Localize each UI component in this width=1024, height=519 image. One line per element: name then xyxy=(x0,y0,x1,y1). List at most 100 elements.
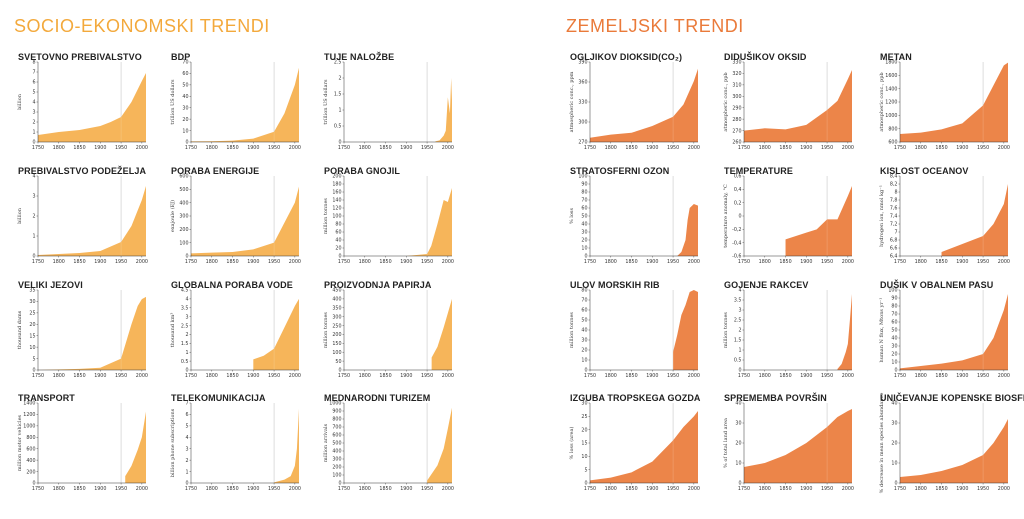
x-tick-label: 1950 xyxy=(821,486,833,492)
chart-panel-papir: PROIZVODNJA PAPIRJA 0 50 100 150 200 250 300 350… xyxy=(320,280,470,380)
area-series xyxy=(590,411,698,483)
y-tick-label: 60 xyxy=(891,320,897,326)
y-tick-label: 100 xyxy=(332,214,341,220)
y-tick-label: 80 xyxy=(891,304,897,310)
chart-panel-energija: PORABA ENERGIJE 0 100 200 300 400 500 600 1750 18… xyxy=(167,166,317,266)
y-axis-label: atmospheric conc., ppb xyxy=(723,72,729,131)
y-tick-label: 200 xyxy=(332,174,341,180)
chart-svg: 0 100 200 300 400 500 600 1750 1800 1850 1900 1950 2… xyxy=(169,174,301,265)
y-tick-label: 0 xyxy=(185,481,188,487)
y-tick-label: 900 xyxy=(332,409,341,415)
x-tick-label: 2000 xyxy=(842,259,854,265)
y-axis-label: % decrease in mean species abundance xyxy=(879,393,885,494)
chart-svg: 600 800 1000 1200 1400 1600 1800 1750 1800 1850 19… xyxy=(879,60,1010,151)
x-tick-label: 1850 xyxy=(935,486,947,492)
y-tick-label: 1.5 xyxy=(734,338,742,344)
y-tick-label: 1000 xyxy=(329,401,341,407)
y-tick-label: 3 xyxy=(738,308,741,314)
y-tick-label: 600 xyxy=(888,140,897,146)
y-tick-label: 60 xyxy=(182,71,188,77)
x-tick-label: 1750 xyxy=(894,259,906,265)
y-tick-label: 1.5 xyxy=(181,341,189,347)
y-tick-label: 3 xyxy=(185,446,188,452)
y-tick-label: 2 xyxy=(32,120,35,126)
chart-svg: 0 10 20 30 40 50 60 70 80 90 100 1750 1800 1850 1900 19… xyxy=(569,174,700,265)
y-tick-label: 30 xyxy=(581,338,587,344)
chart-title: SPREMEMBA POVRŠIN xyxy=(724,393,827,403)
x-tick-label: 1750 xyxy=(32,373,44,379)
x-tick-label: 1800 xyxy=(359,259,371,265)
area-series xyxy=(274,408,299,483)
y-tick-label: 20 xyxy=(182,117,188,123)
x-tick-label: 2000 xyxy=(842,373,854,379)
area-series xyxy=(253,298,299,370)
y-tick-label: 3.5 xyxy=(181,305,189,311)
chart-title: VELIKI JEZOVI xyxy=(18,280,83,290)
area-series xyxy=(744,70,852,142)
chart-panel-kislost: KISLOST OCEANOV 6,4 6,6 6,8 7 7,2 7,4 7,6 7,8 8 8,… xyxy=(876,166,1024,266)
x-tick-label: 1900 xyxy=(800,259,812,265)
y-axis-label: hydrogen ion, nmol kg⁻¹ xyxy=(879,185,885,247)
x-tick-label: 1900 xyxy=(400,373,412,379)
y-tick-label: 2 xyxy=(738,328,741,334)
x-tick-label: 1950 xyxy=(977,259,989,265)
y-tick-label: 90 xyxy=(891,296,897,302)
y-axis-label: million tonnes xyxy=(569,312,575,348)
x-tick-label: 1900 xyxy=(400,259,412,265)
x-tick-label: 2000 xyxy=(998,373,1010,379)
x-tick-label: 1850 xyxy=(935,145,947,151)
chart-svg: 0 200 400 600 800 1000 1200 1400 1750 1800 1850 190… xyxy=(17,401,148,492)
area-series xyxy=(435,78,452,142)
y-tick-label: 500 xyxy=(332,441,341,447)
y-tick-label: 20 xyxy=(29,322,35,328)
y-tick-label: 7 xyxy=(32,70,35,76)
x-tick-label: 1850 xyxy=(379,373,391,379)
y-tick-label: 5 xyxy=(584,467,587,473)
area-series xyxy=(590,68,698,142)
y-tick-label: 60 xyxy=(581,308,587,314)
y-tick-label: 15 xyxy=(29,333,35,339)
chart-panel-biosfera: UNIČEVANJE KOPENSKE BIOSFERE 0 10 20 30 40 175… xyxy=(876,393,1024,494)
y-tick-label: 2 xyxy=(185,458,188,464)
chart-svg: 0 10 20 30 40 50 60 70 80 1750 1800 1850 1900 1950 200… xyxy=(569,288,700,379)
y-tick-label: 10 xyxy=(891,360,897,366)
y-tick-label: 20 xyxy=(581,427,587,433)
x-tick-label: 1750 xyxy=(894,486,906,492)
chart-svg: 0 0.5 1 1.5 2 2.5 3 3.5 4 1750 1800 1850 1900 1950 200… xyxy=(723,288,854,379)
y-tick-label: 30 xyxy=(735,421,741,427)
x-tick-label: 2000 xyxy=(136,486,148,492)
y-tick-label: 10 xyxy=(581,246,587,252)
y-tick-label: 8 xyxy=(894,190,897,196)
y-tick-label: 0 xyxy=(32,368,35,374)
y-tick-label: 30 xyxy=(182,105,188,111)
x-tick-label: 1950 xyxy=(421,373,433,379)
y-tick-label: 300 xyxy=(578,120,587,126)
chart-title: OGLJIKOV DIOKSID(CO₂) xyxy=(570,52,683,62)
chart-svg: 0 10 20 30 40 50 60 70 1750 1800 1850 1900 1950 2000 t… xyxy=(170,60,301,151)
x-tick-label: 1750 xyxy=(338,373,350,379)
chart-panel-nalozbe: TUJE NALOŽBE 0 0.5 1 1.5 2 2.5 1750 1800 1850 1900… xyxy=(320,52,470,152)
y-tick-label: 2.5 xyxy=(734,318,742,324)
chart-panel-metan: METAN 600 800 1000 1200 1400 1600 1800 1750 1800 1… xyxy=(876,52,1024,152)
x-tick-label: 1750 xyxy=(738,259,750,265)
x-tick-label: 1850 xyxy=(625,373,637,379)
y-tick-label: 1 xyxy=(738,348,741,354)
chart-svg: 6,4 6,6 6,8 7 7,2 7,4 7,6 7,8 8 8,2 8,4 1750 1800 185… xyxy=(879,174,1010,265)
x-tick-label: 2000 xyxy=(136,373,148,379)
y-tick-label: 150 xyxy=(332,341,341,347)
x-tick-label: 1800 xyxy=(759,373,771,379)
x-tick-label: 2000 xyxy=(136,145,148,151)
chart-title: TEMPERATURE xyxy=(724,166,793,176)
y-tick-label: 6 xyxy=(185,412,188,418)
chart-title: KISLOST OCEANOV xyxy=(880,166,969,176)
y-tick-label: 390 xyxy=(578,60,587,66)
area-series xyxy=(406,188,452,256)
y-tick-label: 0.5 xyxy=(334,124,342,130)
x-tick-label: 1800 xyxy=(53,145,65,151)
y-axis-label: thousand dams xyxy=(17,310,23,349)
y-tick-label: -0,6 xyxy=(732,254,741,260)
y-tick-label: 30 xyxy=(581,230,587,236)
x-tick-label: 1900 xyxy=(956,145,968,151)
x-tick-label: 1900 xyxy=(247,145,259,151)
y-tick-label: 4 xyxy=(32,174,35,180)
